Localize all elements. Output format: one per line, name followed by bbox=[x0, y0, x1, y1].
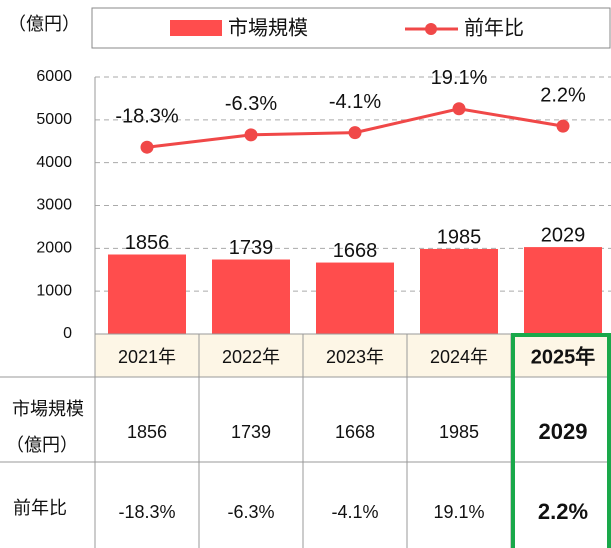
y-tick-label: 1000 bbox=[36, 282, 72, 299]
legend-marker bbox=[425, 23, 437, 35]
bar-label: 1739 bbox=[229, 237, 274, 259]
table-cell: 1985 bbox=[439, 422, 479, 442]
y-tick-label: 3000 bbox=[36, 197, 72, 214]
y-tick-label: 0 bbox=[63, 325, 72, 342]
table-cell: -18.3% bbox=[118, 502, 175, 522]
y-tick-label: 2000 bbox=[36, 240, 72, 257]
legend-label: 前年比 bbox=[464, 16, 524, 39]
x-tick-label: 2022年 bbox=[222, 347, 280, 367]
line-label: -6.3% bbox=[225, 93, 277, 115]
row-header: 市場規模 bbox=[12, 399, 84, 419]
row-header: （億円） bbox=[6, 435, 78, 455]
bar-label: 1668 bbox=[333, 240, 378, 262]
line-marker bbox=[348, 126, 362, 140]
legend-box bbox=[91, 7, 611, 49]
bar bbox=[420, 248, 498, 334]
line-label: 2.2% bbox=[540, 84, 586, 106]
highlight-border bbox=[511, 333, 611, 548]
bar bbox=[212, 259, 290, 334]
y-tick-label: 4000 bbox=[36, 154, 72, 171]
table-cell: 1856 bbox=[127, 422, 167, 442]
bar-label: 2029 bbox=[541, 224, 586, 246]
unit-label: （億円） bbox=[8, 14, 80, 34]
y-tick-label: 6000 bbox=[36, 68, 72, 85]
table-cell: 2029 bbox=[539, 419, 588, 444]
table-cell: -6.3% bbox=[227, 502, 274, 522]
line-marker bbox=[140, 140, 154, 154]
bar-label: 1856 bbox=[125, 232, 170, 254]
row-header: 前年比 bbox=[13, 498, 67, 518]
table-cell: 1668 bbox=[335, 422, 375, 442]
table-cell: -4.1% bbox=[331, 502, 378, 522]
line-label: -4.1% bbox=[329, 91, 381, 113]
bar bbox=[524, 247, 602, 334]
table-cell: 2.2% bbox=[538, 499, 588, 524]
legend-label: 市場規模 bbox=[228, 16, 308, 39]
bar bbox=[316, 262, 394, 334]
x-tick-label: 2025年 bbox=[531, 344, 596, 368]
x-tick-label: 2024年 bbox=[430, 347, 488, 367]
bar bbox=[108, 254, 186, 334]
line-marker bbox=[556, 119, 570, 133]
y-tick-label: 5000 bbox=[36, 111, 72, 128]
table-cell: 19.1% bbox=[433, 502, 484, 522]
table-cell: 1739 bbox=[231, 422, 271, 442]
bar-label: 1985 bbox=[437, 226, 482, 248]
x-tick-label: 2023年 bbox=[326, 347, 384, 367]
legend-swatch bbox=[170, 20, 222, 36]
line-marker bbox=[244, 128, 258, 142]
x-tick-label: 2021年 bbox=[118, 347, 176, 367]
line-label: 19.1% bbox=[431, 67, 488, 89]
line-label: -18.3% bbox=[115, 105, 179, 127]
table-header bbox=[95, 334, 611, 377]
line-marker bbox=[452, 102, 466, 116]
